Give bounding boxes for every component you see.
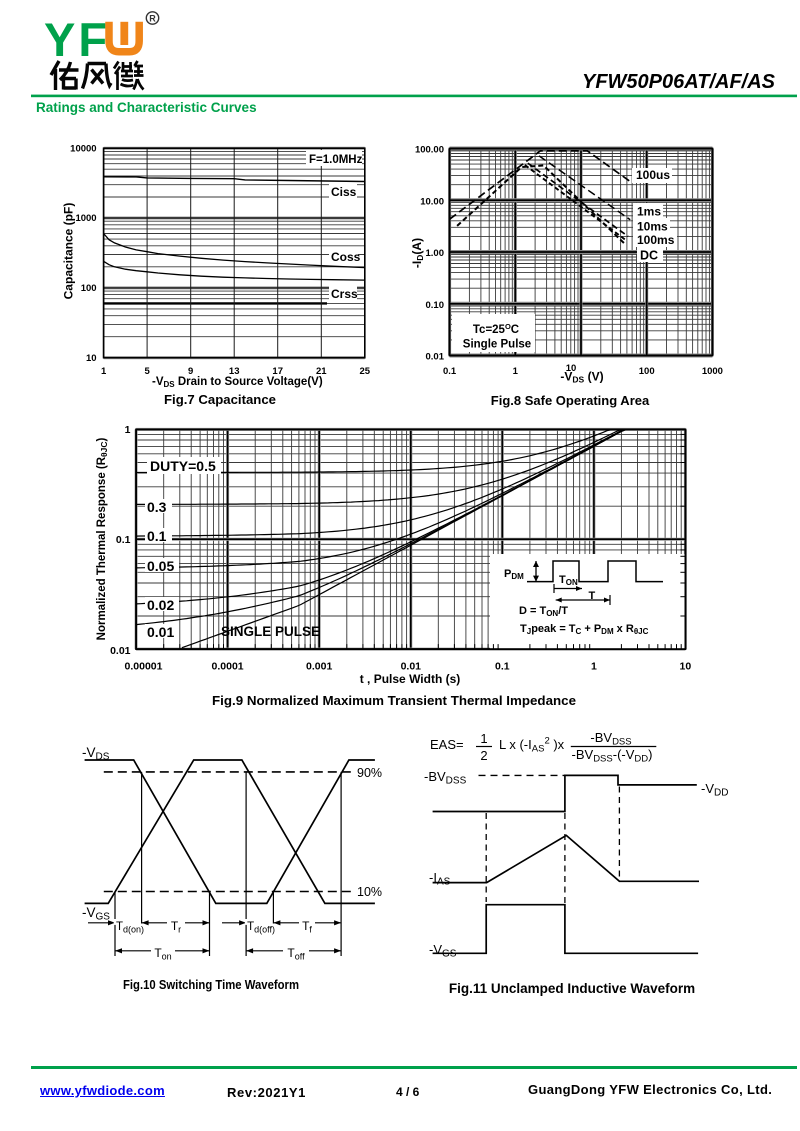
svg-text:0.3: 0.3 — [147, 499, 167, 515]
svg-text:0.0001: 0.0001 — [212, 661, 244, 673]
svg-text:DUTY=0.5: DUTY=0.5 — [150, 458, 216, 474]
svg-text:1.00: 1.00 — [426, 248, 445, 259]
svg-text:Fig.8 Safe Operating Area: Fig.8 Safe Operating Area — [491, 393, 650, 408]
svg-text:2: 2 — [480, 748, 487, 763]
svg-text:YF: YF — [44, 13, 110, 66]
svg-text:-BVDSS: -BVDSS — [424, 769, 467, 787]
svg-text:0.1: 0.1 — [116, 534, 131, 546]
svg-text:5: 5 — [144, 366, 150, 377]
svg-text:1000: 1000 — [702, 366, 723, 377]
svg-text:-VDS Drain to Source Voltage(V: -VDS Drain to Source Voltage(V) — [152, 376, 323, 389]
svg-text:100: 100 — [81, 283, 97, 294]
svg-text:10000: 10000 — [70, 143, 96, 154]
svg-text:100ms: 100ms — [637, 233, 675, 247]
svg-text:10%: 10% — [357, 885, 382, 899]
svg-text:0.10: 0.10 — [426, 300, 445, 311]
svg-text:10: 10 — [566, 363, 577, 374]
svg-text:0.01: 0.01 — [426, 352, 445, 363]
svg-text:PDM: PDM — [504, 568, 524, 581]
svg-text:T: T — [589, 590, 596, 602]
svg-text:-IAS: -IAS — [429, 870, 451, 888]
svg-text:L x (-IAS2 )x: L x (-IAS2 )x — [499, 736, 565, 755]
svg-text:TJpeak = TC + PDM x RθJC: TJpeak = TC + PDM x RθJC — [520, 623, 649, 636]
svg-text:21: 21 — [316, 366, 327, 377]
svg-text:1: 1 — [591, 661, 597, 673]
svg-text:1: 1 — [101, 366, 107, 377]
svg-text:0.05: 0.05 — [147, 558, 174, 574]
svg-text:100.00: 100.00 — [415, 145, 444, 156]
svg-text:1ms: 1ms — [637, 205, 661, 219]
svg-text:0.001: 0.001 — [306, 661, 332, 673]
svg-text:F=1.0MHz: F=1.0MHz — [309, 154, 363, 166]
svg-text:-BVDSS-(-VDD): -BVDSS-(-VDD) — [572, 747, 653, 765]
svg-text:Crss: Crss — [331, 287, 358, 301]
svg-text:Coss: Coss — [331, 250, 361, 264]
svg-text:DC: DC — [640, 249, 658, 263]
svg-text:13: 13 — [229, 366, 240, 377]
svg-text:Fig.9 Normalized Maximum Trans: Fig.9 Normalized Maximum Transient Therm… — [212, 693, 576, 708]
svg-text:0.01: 0.01 — [147, 624, 174, 640]
svg-text:0.01: 0.01 — [401, 661, 422, 673]
svg-text:D = TON/T: D = TON/T — [519, 605, 568, 618]
svg-text:Capacitance (pF): Capacitance (pF) — [62, 203, 76, 300]
svg-text:Td(off): Td(off) — [247, 921, 275, 935]
svg-text:0.1: 0.1 — [443, 366, 457, 377]
svg-text:-BVDSS: -BVDSS — [590, 730, 631, 748]
svg-text:Fig.11 Unclamped Inductive Wav: Fig.11 Unclamped Inductive Waveform — [449, 981, 695, 996]
svg-text:t , Pulse Width (s): t , Pulse Width (s) — [360, 672, 461, 686]
svg-text:0.02: 0.02 — [147, 597, 174, 613]
svg-text:0.00001: 0.00001 — [125, 661, 163, 673]
svg-text:Single Pulse: Single Pulse — [463, 339, 531, 351]
svg-text:Fig.7 Capacitance: Fig.7 Capacitance — [164, 392, 276, 407]
svg-text:TON: TON — [559, 574, 578, 587]
svg-text:0.1: 0.1 — [495, 661, 510, 673]
svg-text:-VDS (V): -VDS (V) — [560, 370, 603, 385]
svg-text:90%: 90% — [357, 766, 382, 780]
svg-text:10.00: 10.00 — [420, 196, 444, 207]
svg-text:1: 1 — [513, 366, 519, 377]
svg-text:SINGLE PULSE: SINGLE PULSE — [221, 624, 320, 639]
svg-text:100us: 100us — [636, 168, 670, 182]
svg-text:10: 10 — [680, 661, 692, 673]
svg-text:0.1: 0.1 — [147, 528, 167, 544]
svg-text:Normalized Thermal Response (R: Normalized Thermal Response (RθJC) — [96, 437, 109, 640]
svg-text:25: 25 — [360, 366, 371, 377]
svg-text:0.01: 0.01 — [110, 645, 131, 657]
svg-text:-VDD: -VDD — [701, 781, 728, 799]
svg-text:EAS=: EAS= — [430, 737, 464, 752]
svg-text:10ms: 10ms — [637, 220, 668, 234]
svg-text:17: 17 — [272, 366, 283, 377]
svg-text:10: 10 — [86, 353, 97, 364]
svg-text:-VGS: -VGS — [429, 942, 457, 960]
svg-text:1: 1 — [125, 424, 131, 436]
svg-text:100: 100 — [639, 366, 655, 377]
svg-text:Ciss: Ciss — [331, 185, 357, 199]
svg-text:9: 9 — [188, 366, 193, 377]
svg-text:1: 1 — [480, 731, 487, 746]
svg-text:Fig.10 Switching Time Waveform: Fig.10 Switching Time Waveform — [123, 978, 299, 992]
svg-text:1000: 1000 — [75, 213, 96, 224]
svg-text:R: R — [149, 14, 156, 24]
